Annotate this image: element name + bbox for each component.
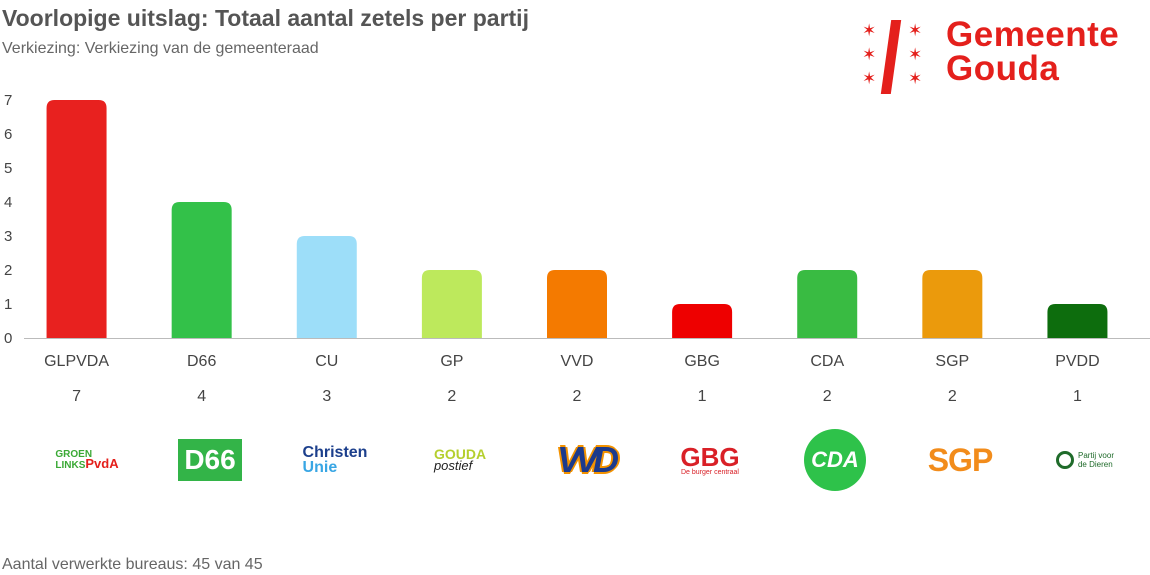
pvdd-logo-line2: de Dieren bbox=[1077, 460, 1113, 469]
data-label: 7 bbox=[72, 388, 81, 405]
star-icon: ✶ bbox=[862, 69, 877, 88]
x-tick-label: GBG bbox=[684, 353, 720, 370]
star-icon: ✶ bbox=[908, 21, 923, 40]
chart-title: Voorlopige uitslag: Totaal aantal zetels… bbox=[2, 5, 529, 31]
y-tick-label: 7 bbox=[4, 92, 12, 109]
brand-name: Gemeente Gouda bbox=[946, 15, 1120, 88]
data-label: 2 bbox=[948, 388, 957, 405]
bar-vvd bbox=[547, 270, 607, 338]
data-label: 1 bbox=[698, 388, 707, 405]
gbg-logo-line2: De burger centraal bbox=[681, 468, 739, 476]
star-icon: ✶ bbox=[908, 69, 923, 88]
pvdd-logo: Partij voor de Dieren bbox=[1035, 425, 1135, 495]
y-tick-label: 3 bbox=[4, 228, 12, 245]
bar-gp bbox=[421, 270, 482, 338]
gp-logo-line2: postief bbox=[433, 458, 473, 473]
star-icon: ✶ bbox=[862, 21, 877, 40]
x-tick-label: D66 bbox=[187, 353, 216, 370]
x-tick-label: VVD bbox=[561, 353, 594, 370]
star-icon: ✶ bbox=[908, 45, 923, 64]
x-tick-label: GP bbox=[440, 353, 463, 370]
glpvda-logo-line1: GROEN bbox=[55, 449, 93, 460]
cu-logo: Christen Unie bbox=[285, 425, 385, 495]
data-label: 2 bbox=[573, 388, 582, 405]
pvdd-logo-ring-icon bbox=[1055, 451, 1074, 469]
gemeente-gouda-logo: ✶ ✶ ✶ ✶ ✶ ✶ Gemeente Gouda bbox=[860, 15, 1150, 94]
x-tick-label: PVDD bbox=[1055, 353, 1099, 370]
bar-sgp bbox=[922, 270, 983, 338]
vvd-logo: VVD bbox=[535, 425, 635, 495]
x-tick-label: CU bbox=[315, 353, 338, 370]
y-tick-label: 4 bbox=[4, 194, 12, 211]
data-label: 2 bbox=[823, 388, 832, 405]
gp-logo: GOUDA postief bbox=[410, 425, 510, 495]
bar-cda bbox=[797, 270, 858, 338]
data-label: 4 bbox=[197, 388, 206, 405]
bar-d66 bbox=[171, 202, 232, 338]
brand-line-1: Gemeente bbox=[946, 15, 1120, 54]
star-icon: ✶ bbox=[862, 45, 877, 64]
data-label: 3 bbox=[322, 388, 331, 405]
glpvda-logo-mark: PvdA bbox=[85, 456, 119, 471]
x-tick-label: GLPVDA bbox=[44, 353, 109, 370]
gbg-logo: GBG De burger centraal bbox=[660, 425, 760, 495]
sgp-logo: SGP bbox=[910, 425, 1010, 495]
brand-line-2: Gouda bbox=[946, 49, 1060, 88]
y-tick-label: 2 bbox=[4, 262, 12, 279]
d66-logo: D66 bbox=[160, 425, 260, 495]
bar-chart: 0 1 2 3 4 5 6 7 GLPVDA 7 D66 4 CU 3 GP 2 VVD 2 GBG 1 CDA 2 SGP… bbox=[4, 92, 1150, 405]
data-label: 1 bbox=[1073, 388, 1082, 405]
x-tick-label: SGP bbox=[935, 353, 969, 370]
cda-logo-text: CDA bbox=[804, 429, 866, 491]
bar-pvdd bbox=[1047, 304, 1108, 338]
bar-gbg bbox=[672, 304, 733, 338]
bar-glpvda bbox=[46, 100, 107, 338]
gp-logo-line1: GOUDA bbox=[433, 446, 487, 462]
logo-stripe bbox=[880, 20, 902, 94]
cu-logo-line2: Unie bbox=[302, 459, 338, 476]
y-tick-label: 6 bbox=[4, 126, 12, 143]
pvdd-logo-line1: Partij voor bbox=[1077, 451, 1114, 460]
y-tick-label: 1 bbox=[4, 296, 12, 313]
x-tick-label: CDA bbox=[810, 353, 844, 370]
sgp-logo-text: SGP bbox=[927, 441, 994, 478]
cda-logo: CDA bbox=[785, 425, 885, 495]
gbg-logo-line1: GBG bbox=[680, 441, 740, 472]
glpvda-logo: GROEN LINKSPvdA bbox=[37, 425, 137, 495]
cu-logo-line1: Christen bbox=[302, 444, 368, 461]
data-label: 2 bbox=[447, 388, 456, 405]
glpvda-logo-line2: LINKS bbox=[55, 460, 86, 471]
bar-cu bbox=[296, 236, 357, 338]
chart-subtitle: Verkiezing: Verkiezing van de gemeentera… bbox=[2, 40, 319, 57]
d66-logo-text: D66 bbox=[178, 439, 242, 481]
y-tick-label: 0 bbox=[4, 330, 12, 347]
processed-bureaus-status: Aantal verwerkte bureaus: 45 van 45 bbox=[2, 556, 263, 573]
y-tick-label: 5 bbox=[4, 160, 12, 177]
vvd-logo-text: VVD bbox=[556, 439, 619, 480]
